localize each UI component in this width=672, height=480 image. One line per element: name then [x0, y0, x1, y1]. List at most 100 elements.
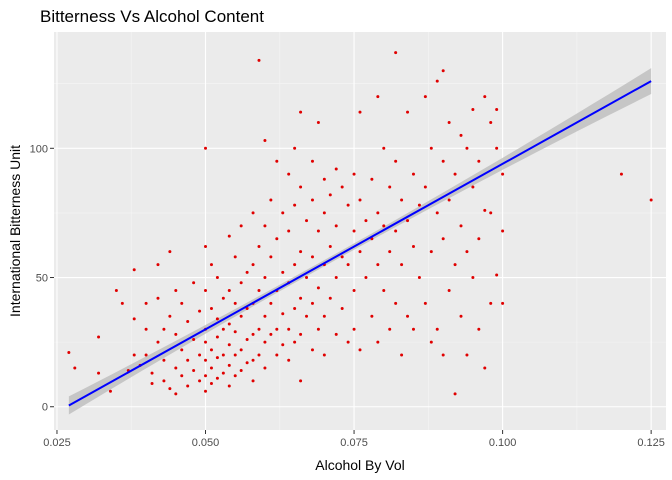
data-point — [406, 110, 410, 114]
data-point — [215, 276, 219, 280]
data-point — [192, 281, 196, 285]
data-point — [204, 358, 208, 362]
data-point — [305, 219, 309, 223]
data-point — [162, 379, 166, 383]
data-point — [358, 110, 362, 114]
data-point — [334, 224, 338, 228]
data-point — [483, 366, 487, 370]
data-point — [489, 211, 493, 215]
data-point — [471, 108, 475, 112]
data-point — [370, 314, 374, 318]
minor-gridlines — [54, 32, 666, 430]
data-point — [328, 245, 332, 249]
data-point — [299, 110, 303, 114]
data-point — [465, 353, 469, 357]
data-point — [429, 146, 433, 150]
data-point — [400, 353, 404, 357]
data-point — [263, 340, 267, 344]
data-point — [269, 301, 273, 305]
data-point — [364, 276, 368, 280]
data-point — [233, 255, 237, 259]
data-point — [293, 307, 297, 311]
chart-title: Bitterness Vs Alcohol Content — [40, 7, 264, 26]
data-point — [186, 384, 190, 388]
data-point — [257, 58, 261, 62]
data-point — [299, 332, 303, 336]
data-point — [388, 327, 392, 331]
data-point — [394, 51, 398, 55]
data-point — [346, 263, 350, 267]
data-point — [263, 224, 267, 228]
data-point — [310, 301, 314, 305]
data-point — [322, 177, 326, 181]
data-point — [174, 332, 178, 336]
data-point — [495, 146, 499, 150]
data-point — [649, 198, 653, 202]
scatter-points — [67, 51, 653, 396]
data-point — [411, 245, 415, 249]
data-point — [204, 340, 208, 344]
data-point — [233, 301, 237, 305]
data-point — [251, 263, 255, 267]
data-point — [97, 335, 101, 339]
x-tick-label: 0.050 — [192, 437, 220, 449]
data-point — [453, 172, 457, 176]
data-point — [144, 353, 148, 357]
data-point — [198, 379, 202, 383]
x-tick-label: 0.100 — [489, 437, 517, 449]
data-point — [447, 120, 451, 124]
data-point — [293, 340, 297, 344]
data-point — [251, 332, 255, 336]
data-point — [73, 366, 77, 370]
data-point — [459, 133, 463, 137]
data-point — [376, 95, 380, 99]
data-point — [310, 255, 314, 259]
data-point — [120, 301, 124, 305]
data-point — [209, 381, 213, 385]
data-point — [346, 340, 350, 344]
data-point — [328, 296, 332, 300]
data-point — [114, 288, 118, 292]
data-point — [447, 288, 451, 292]
data-point — [423, 301, 427, 305]
data-point — [429, 250, 433, 254]
data-point — [483, 95, 487, 99]
data-point — [453, 392, 457, 396]
data-point — [406, 314, 410, 318]
x-axis-title: Alcohol By Vol — [315, 457, 405, 473]
data-point — [251, 358, 255, 362]
data-point — [316, 229, 320, 233]
data-point — [221, 371, 225, 375]
data-point — [263, 314, 267, 318]
y-axis-ticks: 0 50 100 — [30, 143, 54, 414]
data-point — [328, 193, 332, 197]
data-point — [239, 281, 243, 285]
data-point — [489, 120, 493, 124]
data-point — [281, 343, 285, 347]
data-point — [447, 198, 451, 202]
data-point — [310, 348, 314, 352]
data-point — [299, 185, 303, 189]
y-axis-title: International Bitterness Unit — [7, 145, 23, 317]
data-point — [305, 276, 309, 280]
data-point — [204, 245, 208, 249]
data-point — [459, 224, 463, 228]
data-point — [310, 198, 314, 202]
data-point — [156, 340, 160, 344]
data-point — [251, 379, 255, 383]
data-point — [495, 108, 499, 112]
data-point — [287, 327, 291, 331]
fit-line-layer — [68, 80, 652, 407]
data-point — [477, 327, 481, 331]
data-point — [180, 348, 184, 352]
data-point — [198, 309, 202, 313]
data-point — [441, 353, 445, 357]
x-tick-label: 0.075 — [340, 437, 368, 449]
data-point — [388, 185, 392, 189]
data-point — [275, 327, 279, 331]
data-point — [257, 353, 261, 357]
data-point — [239, 348, 243, 352]
data-point — [322, 314, 326, 318]
data-point — [281, 270, 285, 274]
